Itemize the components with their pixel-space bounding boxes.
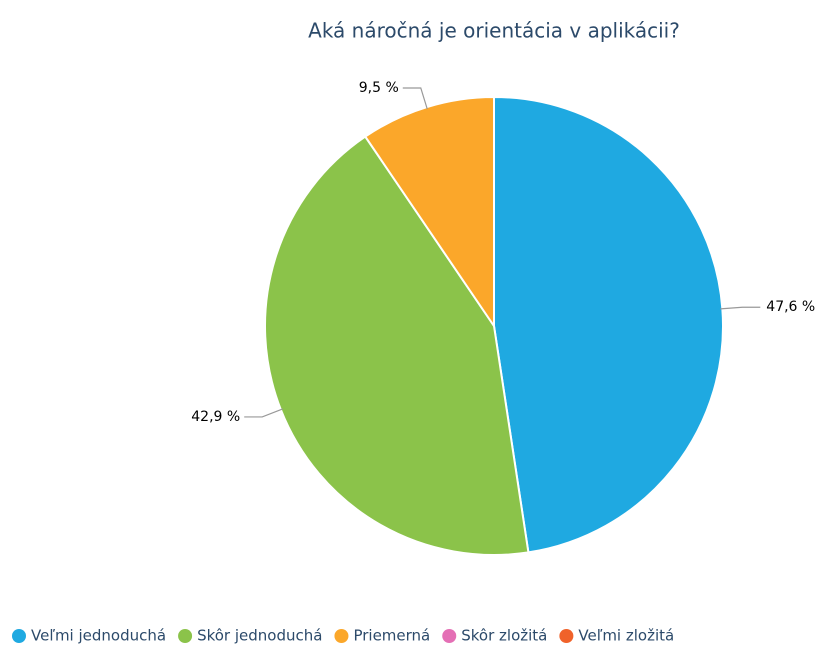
legend-marker xyxy=(559,629,574,643)
data-label: 42,9 % xyxy=(191,409,240,425)
leader-line xyxy=(720,306,761,310)
legend-label: Veľmi jednoduchá xyxy=(31,627,166,645)
legend-label: Skôr zložitá xyxy=(461,627,547,645)
data-label: 47,6 % xyxy=(766,299,815,315)
data-label: 9,5 % xyxy=(359,80,399,96)
legend-marker xyxy=(334,629,349,643)
legend-label: Skôr jednoduchá xyxy=(197,627,322,645)
leader-line xyxy=(402,87,428,110)
chart-title: Aká náročná je orientácia v aplikácii? xyxy=(308,19,680,43)
legend-marker xyxy=(442,629,457,643)
legend-label: Priemerná xyxy=(353,627,430,645)
legend-marker xyxy=(178,629,193,643)
legend-marker xyxy=(12,629,26,643)
leader-line xyxy=(244,408,283,418)
legend-label: Veľmi zložitá xyxy=(578,627,674,645)
pie-slice xyxy=(493,95,724,554)
